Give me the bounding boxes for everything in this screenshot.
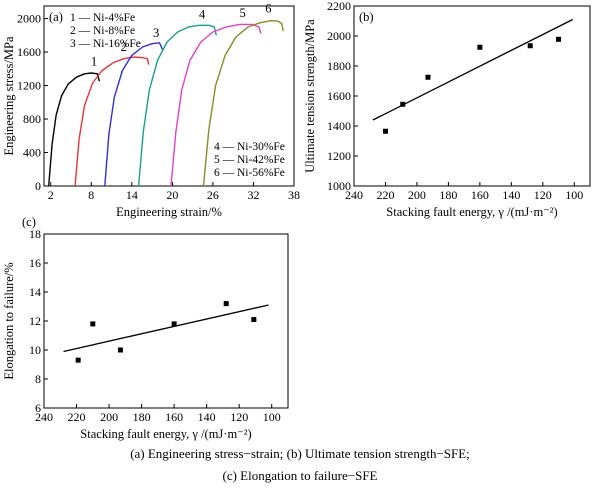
figure-canvas: 2 8 14 20 26 32 380400800120016002000Engineeri… bbox=[2, 0, 591, 441]
panel-label: (b) bbox=[359, 10, 374, 24]
data-point bbox=[556, 36, 562, 42]
x-tick-label: 38 bbox=[288, 188, 300, 202]
y-tick-label: 1400 bbox=[327, 119, 351, 133]
x-tick-label: 140 bbox=[198, 410, 216, 424]
data-point bbox=[251, 317, 257, 323]
x-tick-label: 140 bbox=[502, 188, 520, 202]
y-tick-label: 400 bbox=[23, 146, 41, 160]
legend-entry: 5 — Ni-42%Fe bbox=[214, 154, 285, 166]
curve-label: 3 bbox=[153, 26, 159, 40]
caption-line-2: (c) Elongation to failure−SFE bbox=[222, 468, 378, 483]
x-tick-label: 120 bbox=[230, 410, 248, 424]
y-tick-label: 1800 bbox=[327, 59, 351, 73]
data-point bbox=[477, 44, 483, 50]
y-tick-label: 16 bbox=[29, 256, 41, 270]
legend-entry: 3 — Ni-16%Fe bbox=[70, 38, 141, 50]
curve-label: 1 bbox=[91, 54, 97, 68]
chart-panel-1: 2 8 14 20 26 32 380400800120016002000Engineeri… bbox=[2, 2, 300, 219]
panel-label: (a) bbox=[49, 10, 63, 24]
y-tick-label: 14 bbox=[29, 285, 41, 299]
data-point bbox=[90, 321, 96, 327]
x-tick-label: 120 bbox=[534, 188, 552, 202]
curve-label: 6 bbox=[265, 2, 271, 16]
x-tick-label: 220 bbox=[68, 410, 86, 424]
x-tick-label: 100 bbox=[263, 410, 281, 424]
y-tick-label: 10 bbox=[29, 343, 41, 357]
curve-label: 2 bbox=[121, 40, 127, 54]
x-tick-label: 240 bbox=[35, 410, 53, 424]
plot-frame bbox=[353, 5, 591, 187]
data-point bbox=[117, 347, 123, 353]
data-point bbox=[223, 301, 229, 307]
fit-line bbox=[63, 304, 269, 353]
y-tick-label: 0 bbox=[35, 179, 41, 193]
x-tick-label: 8 bbox=[88, 188, 94, 202]
x-tick-label: 20 bbox=[166, 188, 178, 202]
chart-panel-2: 240 220 200 180 160 140 120 100 1000 1200 1400 1600… bbox=[303, 0, 591, 219]
y-tick-label: 18 bbox=[29, 227, 41, 241]
y-tick-label: 2000 bbox=[17, 12, 41, 26]
y-tick-label: 8 bbox=[35, 372, 41, 386]
legend-entry: 6 — Ni-56%Fe bbox=[214, 167, 285, 179]
series-curve-1 bbox=[48, 72, 101, 187]
caption-line-1: (a) Engineering stress−strain; (b) Ultim… bbox=[130, 446, 470, 461]
y-tick-label: 2000 bbox=[327, 29, 351, 43]
x-tick-label: 180 bbox=[133, 410, 151, 424]
x-tick-label: 240 bbox=[345, 188, 363, 202]
x-tick-label: 2 bbox=[48, 188, 54, 202]
panel-label: (c) bbox=[22, 215, 36, 229]
data-point bbox=[527, 43, 533, 49]
legend-entry: 1 — Ni-4%Fe bbox=[70, 12, 135, 24]
y-tick-label: 1600 bbox=[17, 45, 41, 59]
legend-entry: 2 — Ni-8%Fe bbox=[70, 25, 135, 37]
y-axis-label: Elongation to failure/% bbox=[2, 262, 16, 379]
x-tick-label: 220 bbox=[376, 188, 394, 202]
data-point bbox=[75, 357, 81, 363]
y-tick-label: 800 bbox=[23, 112, 41, 126]
x-tick-label: 160 bbox=[165, 410, 183, 424]
y-tick-label: 6 bbox=[35, 401, 41, 415]
y-axis-label: Engineering stress/MPa bbox=[2, 36, 16, 156]
y-tick-label: 1200 bbox=[17, 79, 41, 93]
x-tick-label: 32 bbox=[247, 188, 259, 202]
x-tick-label: 100 bbox=[565, 188, 583, 202]
data-point bbox=[171, 321, 177, 327]
plot-frame bbox=[43, 5, 295, 187]
series-curve-4 bbox=[137, 24, 217, 187]
x-axis-label: Engineering strain/% bbox=[116, 205, 222, 219]
y-tick-label: 2200 bbox=[327, 0, 351, 13]
y-axis-label: Ultimate tension strength/MPa bbox=[303, 19, 317, 173]
chart-panel-3: 240 220 200 180 160 140 120 100 6 8 10 12 14 16 18 Stac… bbox=[2, 215, 289, 441]
series-curve-3 bbox=[104, 42, 164, 187]
data-point bbox=[382, 128, 388, 134]
x-tick-label: 26 bbox=[207, 188, 219, 202]
series-curve-2 bbox=[74, 56, 150, 187]
x-axis-label: Stacking fault energy, γ /(mJ·m⁻²) bbox=[80, 427, 251, 441]
y-tick-label: 1200 bbox=[327, 149, 351, 163]
x-tick-label: 200 bbox=[408, 188, 426, 202]
x-tick-label: 160 bbox=[471, 188, 489, 202]
x-tick-label: 200 bbox=[100, 410, 118, 424]
y-tick-label: 12 bbox=[29, 314, 41, 328]
data-point bbox=[425, 74, 431, 80]
series-curve-6 bbox=[202, 20, 284, 187]
curve-label: 4 bbox=[199, 8, 206, 22]
x-tick-label: 14 bbox=[126, 188, 138, 202]
y-tick-label: 1000 bbox=[327, 179, 351, 193]
curve-label: 5 bbox=[240, 6, 246, 20]
y-tick-label: 1600 bbox=[327, 89, 351, 103]
fit-line bbox=[372, 18, 573, 121]
data-point bbox=[400, 101, 406, 107]
x-axis-label: Stacking fault energy, γ /(mJ·m⁻²) bbox=[386, 205, 557, 219]
x-tick-label: 180 bbox=[439, 188, 457, 202]
legend-entry: 4 — Ni-30%Fe bbox=[214, 141, 285, 153]
